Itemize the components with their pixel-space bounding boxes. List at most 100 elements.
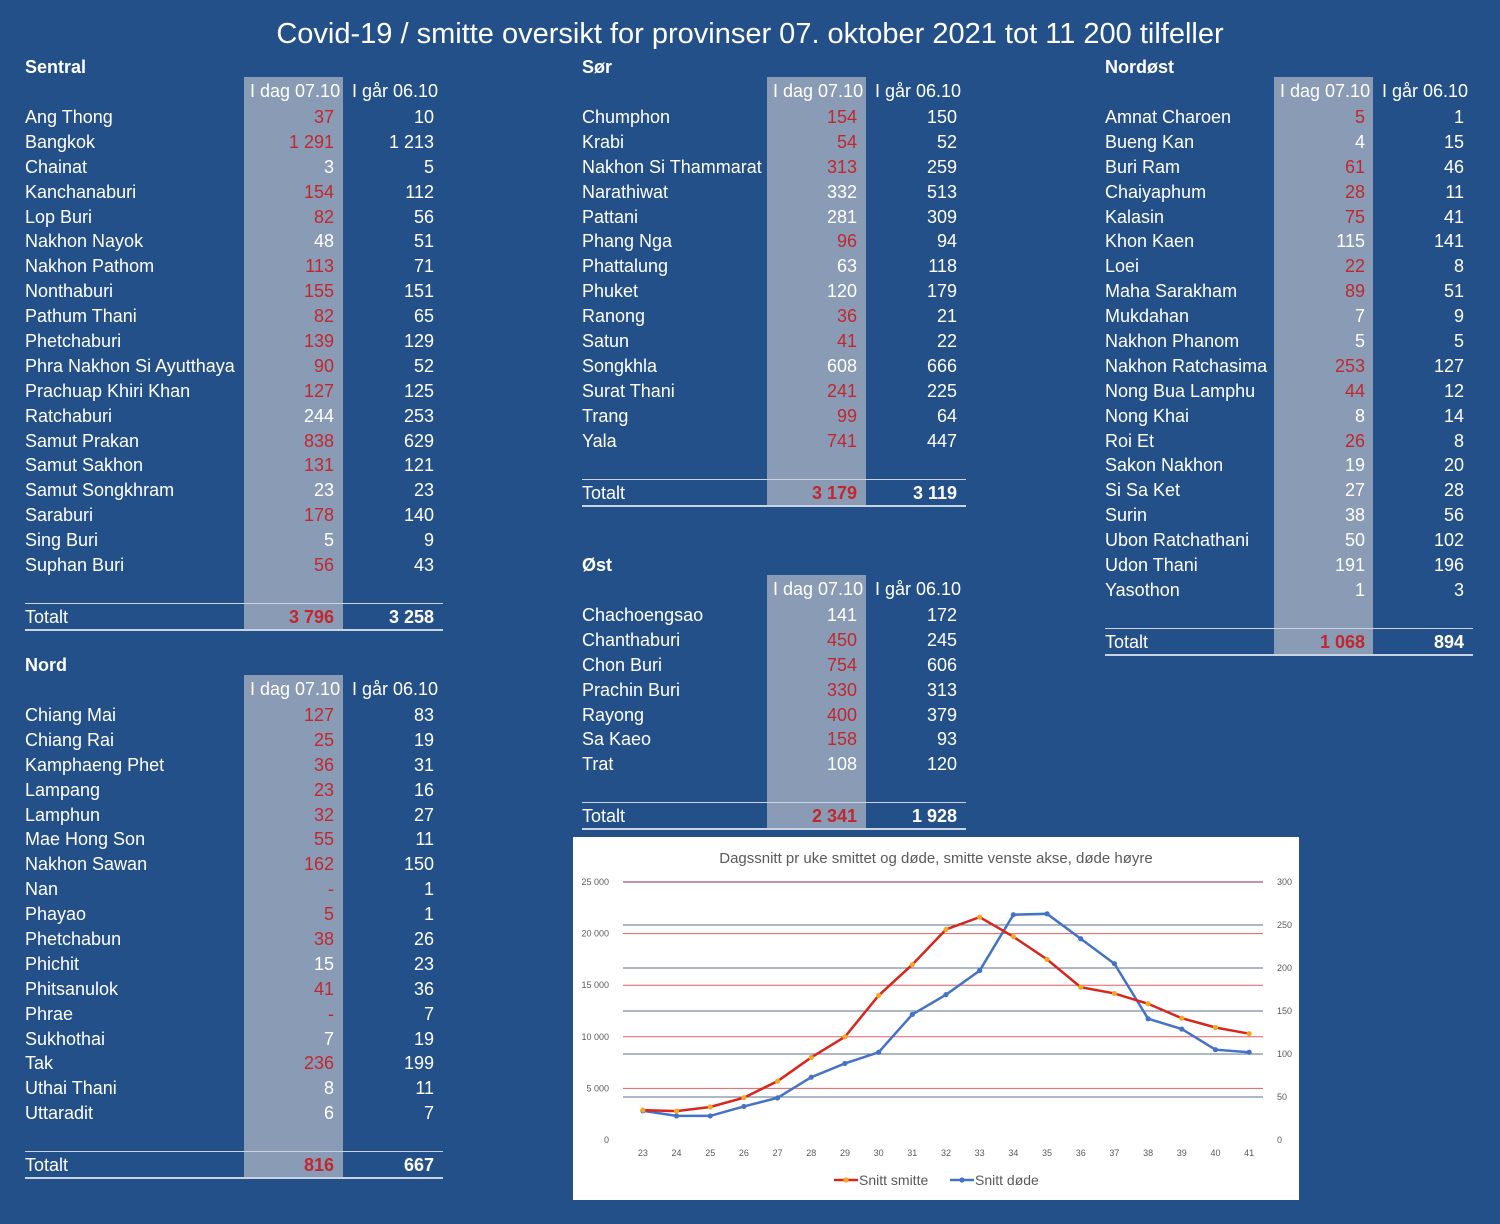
table-row: Surin 38 56 [1105, 503, 1473, 528]
yesterday-value: 1 [1453, 107, 1464, 127]
point-snitt-smitte [640, 1107, 646, 1113]
total-row: Totalt 816 667 [25, 1153, 443, 1177]
point-snitt-smitte [842, 1034, 848, 1040]
province-name: Amnat Charoen [1105, 107, 1232, 127]
today-value: 450 [826, 629, 857, 650]
yesterday-value: 513 [926, 181, 957, 202]
yesterday-value: 120 [926, 754, 957, 775]
point-snitt-dode [1145, 1016, 1151, 1022]
x-axis-tick-label: 29 [840, 1148, 850, 1158]
yesterday-value: 606 [926, 654, 957, 675]
table-row: Samut Prakan 838 629 [25, 429, 443, 454]
table-row: Chiang Mai 127 83 [25, 703, 443, 728]
table-row: Maha Sarakham 89 51 [1105, 279, 1473, 304]
total-label: Totalt [1105, 631, 1149, 652]
today-value: 332 [826, 181, 857, 202]
table-row: Phattalung 63 118 [582, 254, 966, 279]
today-value: 15 [313, 953, 334, 974]
yesterday-value: 1 213 [388, 131, 434, 152]
province-name: Sakon Nakhon [1105, 455, 1224, 476]
yesterday-value: 309 [926, 206, 957, 227]
yesterday-value: 118 [928, 256, 957, 277]
total-label: Totalt [582, 806, 626, 827]
chart-title: Dagssnitt pr uke smittet og døde, smitte… [719, 850, 1153, 867]
table-row: Yasothon 1 3 [1105, 578, 1473, 603]
line-chart: Dagssnitt pr uke smittet og døde, smitte… [581, 850, 1292, 1188]
table-row: Phuket 120 179 [582, 279, 966, 304]
table-row: Sa Kaeo 158 93 [582, 727, 966, 752]
yesterday-value: 28 [1443, 480, 1464, 501]
x-axis-tick-label: 40 [1210, 1148, 1220, 1158]
yesterday-value: 447 [926, 430, 957, 451]
point-snitt-smitte [876, 992, 882, 999]
yesterday-value: 12 [1443, 380, 1464, 401]
province-name: Bueng Kan [1105, 131, 1195, 152]
total-separator [582, 478, 966, 480]
column-header-today: I dag 07.10 [773, 81, 864, 101]
point-snitt-smitte [741, 1095, 747, 1101]
yesterday-value: 9 [423, 530, 434, 551]
province-name: Nong Bua Lamphu [1105, 380, 1256, 401]
table-row: Prachin Buri 330 313 [582, 678, 966, 703]
table-row: Nakhon Si Thammarat 313 259 [582, 155, 966, 180]
yesterday-value: 379 [926, 704, 957, 725]
point-snitt-smitte [707, 1104, 713, 1110]
today-value: 37 [313, 107, 334, 127]
province-name: Saraburi [25, 505, 94, 526]
province-name: Tak [25, 1053, 54, 1074]
total-today: 816 [303, 1155, 334, 1176]
total-underline [1105, 653, 1473, 656]
today-value: 26 [1344, 430, 1365, 451]
point-snitt-dode [876, 1049, 882, 1055]
right-axis-tick-label: 200 [1277, 963, 1292, 973]
table-row: Ranong 36 21 [582, 304, 966, 329]
province-name: Chanthaburi [582, 629, 681, 650]
table-row: Trat 108 120 [582, 752, 966, 777]
province-name: Yasothon [1105, 579, 1180, 600]
today-value: 38 [1344, 505, 1365, 526]
table-row: Lamphun 32 27 [25, 803, 443, 828]
province-name: Chiang Rai [25, 729, 115, 750]
yesterday-value: 11 [415, 1078, 434, 1099]
point-snitt-smitte [1010, 934, 1016, 940]
today-value: 131 [303, 455, 334, 476]
table-row: Chainat 3 5 [25, 155, 443, 180]
province-name: Ang Thong [25, 107, 113, 127]
today-value: 23 [313, 480, 334, 501]
yesterday-value: 179 [926, 281, 957, 302]
today-value: 241 [826, 380, 857, 401]
table-row: Chon Buri 754 606 [582, 653, 966, 678]
table-row: Buri Ram 61 46 [1105, 155, 1473, 180]
today-value: 89 [1344, 281, 1365, 302]
total-label: Totalt [582, 482, 626, 503]
province-name: Surat Thani [582, 380, 675, 401]
total-underline [582, 504, 966, 507]
province-list: Chumphon 154 150 Krabi 54 52 Nakhon Si Thammar… [582, 105, 966, 453]
today-value: 178 [303, 505, 334, 526]
total-yesterday: 3 258 [388, 607, 434, 627]
point-snitt-smitte [808, 1054, 814, 1061]
column-header-yesterday: I går 06.10 [875, 81, 962, 101]
province-name: Trang [582, 405, 629, 426]
province-name: Nan [25, 879, 59, 900]
yesterday-value: 23 [413, 480, 434, 501]
point-snitt-dode [808, 1074, 814, 1080]
x-axis-tick-label: 32 [941, 1148, 951, 1158]
table-row: Songkhla 608 666 [582, 354, 966, 379]
province-name: Mae Hong Son [25, 829, 146, 850]
yesterday-value: 46 [1443, 156, 1464, 177]
today-value: 154 [826, 107, 857, 127]
total-today: 1 068 [1319, 631, 1365, 652]
province-name: Bangkok [25, 131, 96, 152]
table-row: Rayong 400 379 [582, 703, 966, 728]
province-name: Phang Nga [582, 231, 673, 252]
province-name: Samut Sakhon [25, 455, 144, 476]
province-name: Uttaradit [25, 1103, 94, 1124]
column-header-today: I dag 07.10 [250, 679, 341, 699]
table-row: Bueng Kan 4 15 [1105, 130, 1473, 155]
table-row: Nan - 1 [25, 877, 443, 902]
today-column-shade [244, 675, 343, 1178]
province-name: Prachuap Khiri Khan [25, 380, 191, 401]
total-underline [25, 629, 443, 631]
table-row: Uttaradit 6 7 [25, 1101, 443, 1126]
